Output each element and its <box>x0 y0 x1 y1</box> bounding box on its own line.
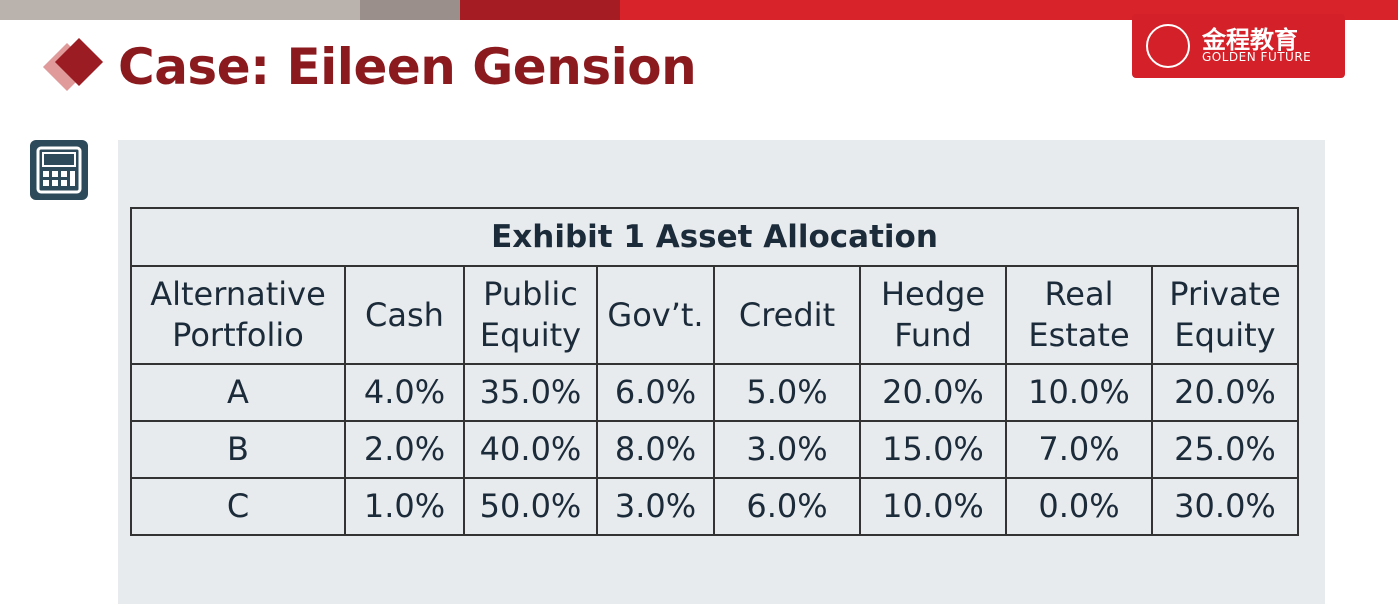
cell: 2.0% <box>344 420 465 479</box>
calculator-glyph <box>36 146 82 194</box>
cell: 50.0% <box>463 477 598 536</box>
table-title: Exhibit 1 Asset Allocation <box>130 207 1299 267</box>
row-label: C <box>130 477 346 536</box>
data-row: A 4.0% 35.0% 6.0% 5.0% 20.0% 10.0% 20.0% <box>130 363 1299 422</box>
column-header: Credit <box>713 265 861 365</box>
cell: 3.0% <box>713 420 861 479</box>
cell: 10.0% <box>859 477 1007 536</box>
column-header: Gov’t. <box>596 265 715 365</box>
column-header: Cash <box>344 265 465 365</box>
cell: 35.0% <box>463 363 598 422</box>
column-header: Real Estate <box>1005 265 1153 365</box>
column-header: Alternative Portfolio <box>130 265 346 365</box>
allocation-table: Exhibit 1 Asset Allocation Alternative P… <box>130 207 1299 536</box>
top-bar <box>0 0 360 20</box>
header-row: Alternative Portfolio Cash Public Equity Go… <box>130 265 1299 365</box>
top-bar <box>460 0 620 20</box>
cell: 25.0% <box>1151 420 1299 479</box>
logo-emblem <box>1146 24 1190 68</box>
cell: 3.0% <box>596 477 715 536</box>
slide-title: Case: Eileen Gension <box>118 38 697 96</box>
data-row: C 1.0% 50.0% 3.0% 6.0% 10.0% 0.0% 30.0% <box>130 477 1299 536</box>
cell: 10.0% <box>1005 363 1153 422</box>
cell: 5.0% <box>713 363 861 422</box>
row-label: A <box>130 363 346 422</box>
cell: 4.0% <box>344 363 465 422</box>
calculator-icon <box>30 140 88 200</box>
cell: 7.0% <box>1005 420 1153 479</box>
cell: 1.0% <box>344 477 465 536</box>
cell: 6.0% <box>596 363 715 422</box>
cell: 15.0% <box>859 420 1007 479</box>
column-header: Hedge Fund <box>859 265 1007 365</box>
cell: 0.0% <box>1005 477 1153 536</box>
column-header: Private Equity <box>1151 265 1299 365</box>
top-bar <box>360 0 460 20</box>
logo-cn: 金程教育 <box>1202 26 1298 54</box>
cell: 30.0% <box>1151 477 1299 536</box>
cell: 20.0% <box>1151 363 1299 422</box>
column-header: Public Equity <box>463 265 598 365</box>
cell: 40.0% <box>463 420 598 479</box>
data-row: B 2.0% 40.0% 8.0% 3.0% 15.0% 7.0% 25.0% <box>130 420 1299 479</box>
row-label: B <box>130 420 346 479</box>
logo: 金程教育 GOLDEN FUTURE <box>1132 14 1345 78</box>
logo-en: GOLDEN FUTURE <box>1202 50 1312 64</box>
cell: 20.0% <box>859 363 1007 422</box>
cell: 8.0% <box>596 420 715 479</box>
cell: 6.0% <box>713 477 861 536</box>
